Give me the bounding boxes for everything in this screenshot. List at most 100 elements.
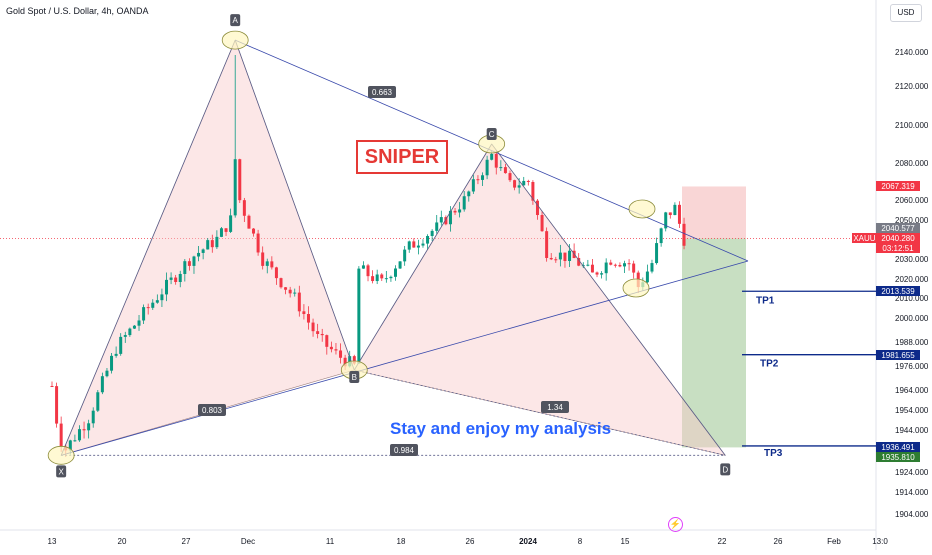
candle-body: [531, 181, 535, 201]
candle-body: [618, 264, 622, 267]
candle-body: [668, 212, 672, 216]
x-tick-label: 26: [774, 537, 783, 546]
candle-body: [123, 335, 127, 337]
candle-body: [503, 167, 507, 174]
candle-body: [329, 346, 333, 350]
candle-body: [549, 257, 553, 260]
candle-body: [627, 263, 631, 265]
candle-body: [412, 241, 416, 248]
point-label-c: C: [489, 130, 495, 139]
candle-body: [160, 294, 164, 301]
candle-body: [623, 263, 626, 267]
candle-body: [664, 212, 668, 229]
candle-body: [371, 276, 375, 282]
ratio-badge: [368, 86, 396, 98]
y-tick-label: 1964.000: [895, 386, 929, 395]
currency-button[interactable]: USD: [890, 4, 922, 22]
y-tick-label: 1976.000: [895, 362, 929, 371]
candle-body: [545, 231, 549, 258]
candle-body: [398, 261, 402, 269]
chart-title: Gold Spot / U.S. Dollar, 4h, OANDA: [6, 6, 149, 16]
price-badge-label: 2040.280: [881, 234, 915, 243]
candle-body: [233, 159, 237, 216]
candle-body: [265, 261, 269, 266]
candle-body: [600, 273, 604, 275]
point-marker: [628, 199, 656, 219]
candle-body: [421, 243, 425, 246]
candle-body: [224, 228, 228, 232]
candle-body: [59, 423, 63, 447]
time-axis[interactable]: 13 20 27 Dec 11 18 26 2024 8 15 22 26 Feb 13:0: [48, 537, 889, 546]
point-marker: [622, 278, 650, 298]
point-label-a: A: [233, 16, 239, 25]
candle-body: [339, 350, 343, 358]
candle-body: [96, 392, 100, 411]
candle-body: [169, 277, 173, 280]
candle-body: [297, 292, 301, 312]
candle-body: [499, 167, 503, 169]
price-badge: [876, 452, 920, 462]
candle-body: [197, 252, 201, 257]
candle-body: [604, 262, 608, 274]
line-cd: [491, 143, 726, 456]
candle-body: [183, 261, 187, 274]
candle-body: [215, 236, 219, 248]
candle-body: [238, 159, 242, 201]
y-tick-label: 2030.000: [895, 255, 929, 264]
candle-body: [306, 314, 310, 323]
candle-body: [302, 311, 306, 315]
candle-body: [128, 328, 132, 336]
x-tick-label: 26: [466, 537, 475, 546]
candle-body: [142, 307, 146, 321]
candle-body: [357, 268, 361, 364]
x-tick-label: 22: [718, 537, 727, 546]
candle-body: [590, 264, 594, 273]
candle-body: [453, 210, 457, 213]
price-badge-label: XAUUSD: [853, 234, 887, 243]
candle-body: [165, 279, 168, 295]
y-tick-label: 2100.000: [895, 121, 929, 130]
line-xa: [60, 39, 236, 456]
candle-body: [279, 278, 283, 288]
line-ab: [234, 39, 355, 371]
candle-body: [462, 196, 466, 210]
y-tick-label: 1954.000: [895, 406, 929, 415]
y-tick-label: 2140.000: [895, 48, 929, 57]
candle-body: [577, 258, 581, 266]
x-tick-label: 15: [621, 537, 630, 546]
lightning-icon[interactable]: ⚡: [668, 517, 683, 532]
candle-body: [192, 256, 196, 266]
candle-body: [444, 217, 448, 225]
candle-body: [247, 215, 251, 229]
candle-body: [485, 159, 489, 176]
candle-body: [522, 180, 526, 186]
candle-body: [293, 292, 297, 294]
candle-body: [352, 356, 356, 364]
price-badge-label: 2013.539: [881, 287, 915, 296]
position-zones: [0, 186, 876, 448]
line-bd: [354, 369, 726, 456]
x-tick-label: 11: [326, 537, 335, 546]
ratio-label: 0.984: [394, 446, 415, 455]
candle-body: [677, 204, 681, 224]
price-badge: [876, 442, 920, 452]
price-badge-label: 1935.810: [881, 453, 915, 462]
candle-body: [476, 179, 480, 181]
candle-body: [284, 287, 288, 290]
candle-body: [403, 249, 407, 262]
price-badge: [876, 286, 920, 296]
price-badge-label: 03:12:51: [882, 244, 914, 253]
candle-body: [673, 204, 677, 216]
y-tick-label: 2120.000: [895, 82, 929, 91]
point-badge-b: [349, 371, 360, 383]
line-bc: [353, 143, 493, 371]
candle-body: [407, 241, 411, 250]
price-axis[interactable]: 2140.000 2120.000 2100.000 2080.000 2060.000…: [852, 48, 929, 519]
ratio-label: 0.803: [202, 406, 223, 415]
candle-body: [659, 228, 663, 244]
x-tick-label: 20: [118, 537, 127, 546]
point-badge-c: [486, 128, 497, 140]
candle-body: [458, 209, 462, 213]
